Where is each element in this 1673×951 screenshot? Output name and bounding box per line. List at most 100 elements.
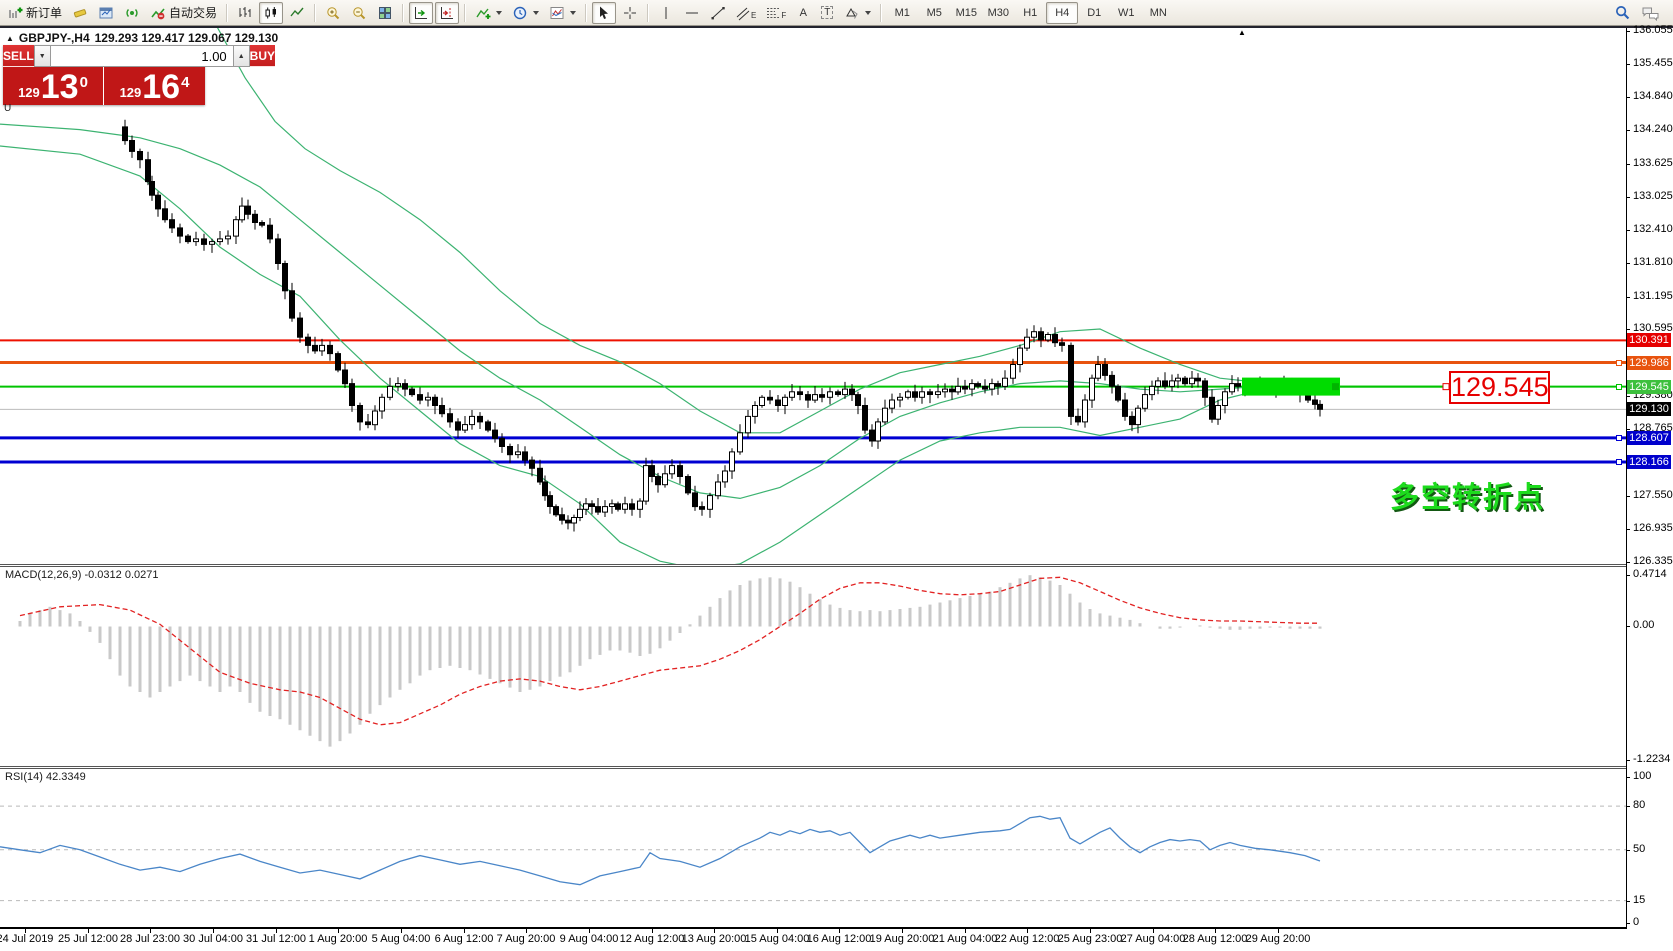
candle-body <box>927 391 933 395</box>
corner-label: U <box>4 103 12 114</box>
candle-body <box>622 503 628 510</box>
equidistant-channel-tool[interactable]: E <box>732 2 760 24</box>
timeframe-button-h4[interactable]: H4 <box>1046 1 1079 24</box>
chart-bottom-border <box>0 927 1627 929</box>
templates-button[interactable] <box>545 2 580 24</box>
add-indicator-button[interactable] <box>471 2 506 24</box>
window-top-border <box>0 26 1673 28</box>
pane-separator[interactable] <box>0 564 1627 567</box>
buy-button[interactable]: BUY <box>249 45 276 67</box>
candle-body <box>805 394 811 401</box>
price-annotation-box[interactable]: 129.545 <box>1449 371 1550 404</box>
line-axis-handle[interactable] <box>1616 383 1622 390</box>
shapes-tool[interactable] <box>840 2 875 24</box>
vertical-line-tool[interactable] <box>654 2 678 24</box>
zoom-out-button[interactable] <box>347 2 371 24</box>
rsi-pane-canvas[interactable] <box>0 769 1627 927</box>
candle-body <box>982 385 988 390</box>
candle-body <box>609 503 615 507</box>
candle-body <box>643 465 649 502</box>
selection-handle <box>1332 383 1339 391</box>
timeframe-button-m15[interactable]: M15 <box>955 6 977 19</box>
turning-point-annotation[interactable]: 多空转折点 <box>1390 482 1546 514</box>
bar-chart-button[interactable] <box>233 2 257 24</box>
candle-body <box>387 385 393 398</box>
candle-body <box>1052 334 1058 344</box>
crosshair-eraser-button[interactable] <box>68 2 92 24</box>
chat-icon <box>1642 7 1659 21</box>
cursor-tool-button[interactable] <box>592 1 617 24</box>
candle-body <box>692 492 698 508</box>
line-chart-button[interactable] <box>285 2 309 24</box>
chat-button[interactable] <box>1637 2 1664 24</box>
volume-increase-button[interactable]: ▲ <box>232 45 250 67</box>
buy-price-display[interactable]: 129 16 4 <box>104 67 205 105</box>
sell-price-display[interactable]: 129 13 0 <box>3 67 104 105</box>
time-axis-label: 21 Aug 04:00 <box>932 933 998 945</box>
chart-shift-button[interactable] <box>435 1 460 24</box>
line-axis-handle[interactable] <box>1616 458 1622 465</box>
add-indicator-icon <box>476 8 491 19</box>
timeframe-button-m30[interactable]: M30 <box>987 6 1009 19</box>
scroll-marker-icon[interactable]: ▲ <box>1238 28 1246 37</box>
line-axis-handle[interactable] <box>1616 359 1622 366</box>
horizontal-line-tool[interactable] <box>680 2 704 24</box>
market-watch-button[interactable] <box>94 2 118 24</box>
time-axis-label: 5 Aug 04:00 <box>371 933 431 945</box>
tile-windows-button[interactable] <box>373 2 397 24</box>
candle-body <box>1182 377 1188 385</box>
price-axis-tick <box>1626 63 1630 65</box>
timeframe-button-d1[interactable]: D1 <box>1087 6 1102 19</box>
candle-body <box>1189 377 1195 385</box>
line-axis-handle[interactable] <box>1616 434 1622 441</box>
macd-pane-canvas[interactable] <box>0 567 1627 766</box>
candle-body <box>1195 377 1201 382</box>
time-axis-label: 29 Aug 20:00 <box>1245 933 1311 945</box>
collapse-quote-arrow[interactable]: ▲ <box>6 33 14 43</box>
text-tool[interactable]: A <box>792 2 814 24</box>
timeframe-button-h1[interactable]: H1 <box>1023 6 1038 19</box>
new-order-button[interactable]: 新订单 <box>3 2 66 24</box>
candle-body <box>201 238 207 245</box>
candle-body <box>1002 377 1008 387</box>
candle-body <box>1155 380 1161 387</box>
candle-body <box>1045 334 1051 341</box>
auto-trading-button[interactable]: 自动交易 <box>146 2 221 24</box>
pane-separator[interactable] <box>0 766 1627 769</box>
candlestick-chart-button[interactable] <box>259 1 284 24</box>
time-axis-tick <box>1153 929 1154 933</box>
price-axis-tick <box>1626 97 1630 99</box>
zoom-in-button[interactable] <box>321 2 345 24</box>
one-click-trading-panel: SELL ▼ ▲ BUY 129 13 0 129 16 4 <box>3 45 276 105</box>
candle-body <box>1024 336 1030 349</box>
timeframe-button-m5[interactable]: M5 <box>926 6 942 19</box>
price-axis-tick <box>1626 395 1630 397</box>
trendline-tool[interactable] <box>706 2 730 24</box>
macd-axis-tick <box>1626 575 1630 576</box>
signals-button[interactable] <box>120 2 144 24</box>
sell-button[interactable]: SELL <box>3 45 34 67</box>
timeframe-button-mn[interactable]: MN <box>1149 6 1167 19</box>
candle-body <box>169 219 175 229</box>
timeframe-button-w1[interactable]: W1 <box>1118 6 1135 19</box>
text-label-tool[interactable]: T <box>816 2 838 24</box>
price-level-badge: 129.545 <box>1627 379 1671 394</box>
timeframe-button-m1[interactable]: M1 <box>894 6 910 19</box>
candle-body <box>615 503 621 510</box>
candle-body <box>862 405 868 431</box>
horizontal-line-icon <box>686 12 699 13</box>
candle-body <box>882 407 888 423</box>
search-button[interactable] <box>1610 2 1635 24</box>
volume-decrease-button[interactable]: ▼ <box>33 45 51 67</box>
fibonacci-tool[interactable]: F <box>762 2 790 24</box>
auto-scroll-button[interactable] <box>409 1 434 24</box>
rsi-axis-tick <box>1626 806 1630 808</box>
candle-body <box>122 126 128 142</box>
periods-button[interactable] <box>508 2 543 24</box>
toolbar-right-group <box>1609 2 1665 24</box>
volume-input[interactable] <box>50 45 233 67</box>
highlight-rectangle[interactable] <box>1242 377 1340 396</box>
price-axis-tick <box>1626 429 1630 431</box>
crosshair-tool-button[interactable] <box>618 2 642 24</box>
main-chart-canvas[interactable] <box>0 28 1627 565</box>
